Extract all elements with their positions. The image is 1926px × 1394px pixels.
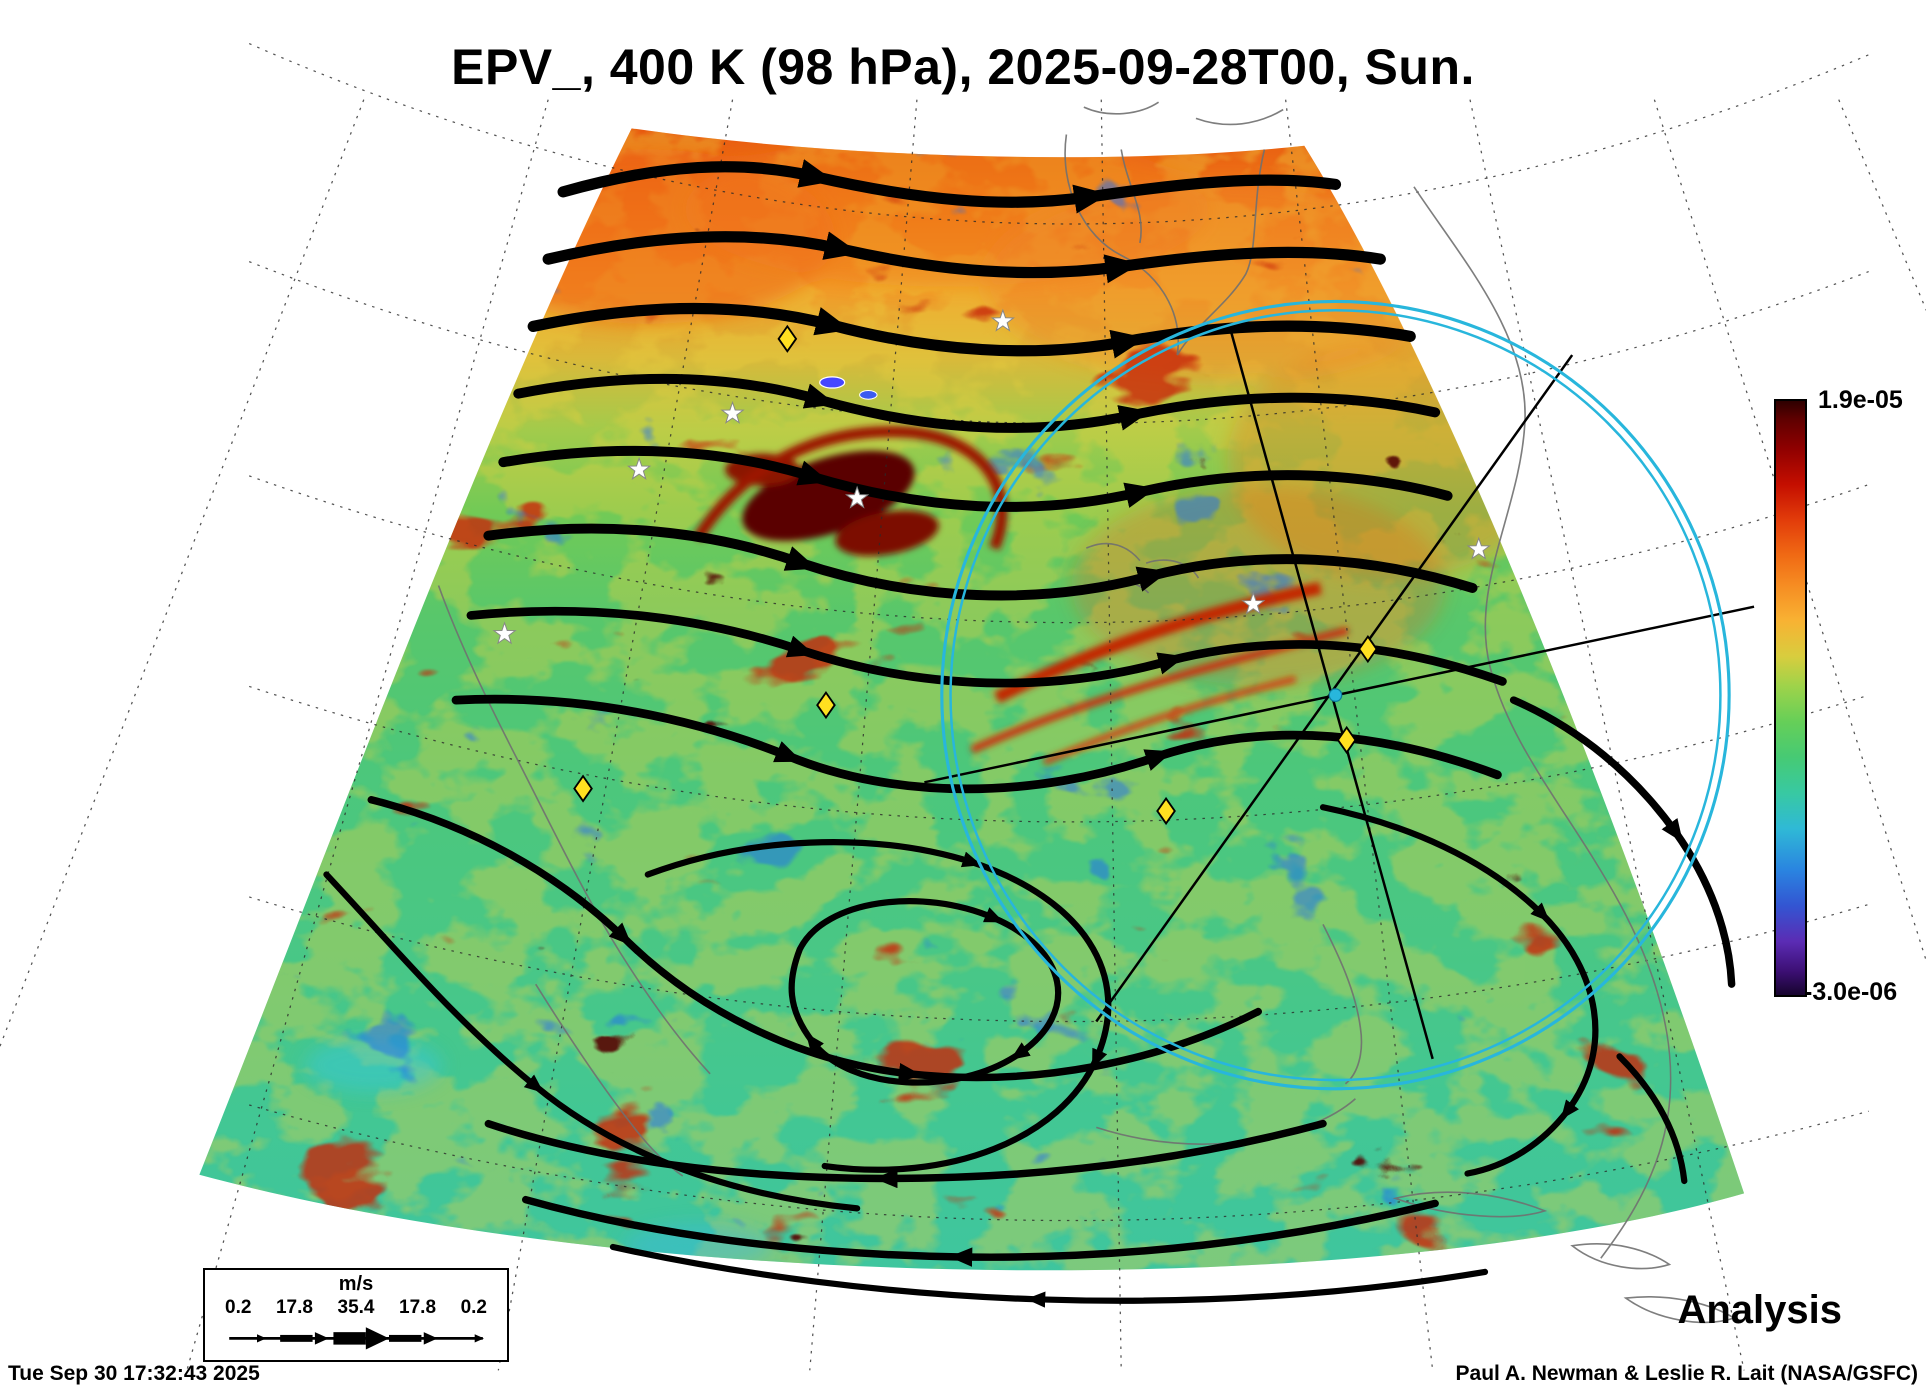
wind-tick: 17.8 <box>275 1297 313 1318</box>
ring-center-dot <box>1328 688 1343 702</box>
range-ring-layer <box>924 299 1755 1091</box>
page-title: EPV_, 400 K (98 hPa), 2025-09-28T00, Sun… <box>451 39 1475 95</box>
wind-tick: 0.2 <box>225 1297 252 1318</box>
coastline-layer <box>437 101 1737 1324</box>
colorbar-max-label: 1.9e-05 <box>1818 386 1903 414</box>
wind-legend-units: m/s <box>338 1273 374 1295</box>
colorbar <box>1774 399 1807 997</box>
range-ring-inner <box>949 308 1722 1082</box>
credit-label: Paul A. Newman & Leslie R. Lait (NASA/GS… <box>1455 1362 1918 1385</box>
colorbar-min-label: -3.0e-06 <box>1804 978 1898 1006</box>
analysis-label: Analysis <box>1677 1288 1842 1332</box>
wind-tick: 17.8 <box>399 1297 437 1318</box>
streamlines-layer <box>323 159 1736 1308</box>
wind-legend-ticks: 0.2 17.8 35.4 17.8 0.2 <box>213 1297 499 1319</box>
wind-arrow-scale-icon <box>229 1327 484 1350</box>
range-ring-outer <box>940 299 1731 1091</box>
wind-tick: 0.2 <box>460 1297 487 1318</box>
wind-speed-legend: m/s 0.2 17.8 35.4 17.8 0.2 <box>203 1268 509 1362</box>
wind-tick: 35.4 <box>337 1297 375 1318</box>
timestamp-label: Tue Sep 30 17:32:43 2025 <box>8 1362 260 1385</box>
